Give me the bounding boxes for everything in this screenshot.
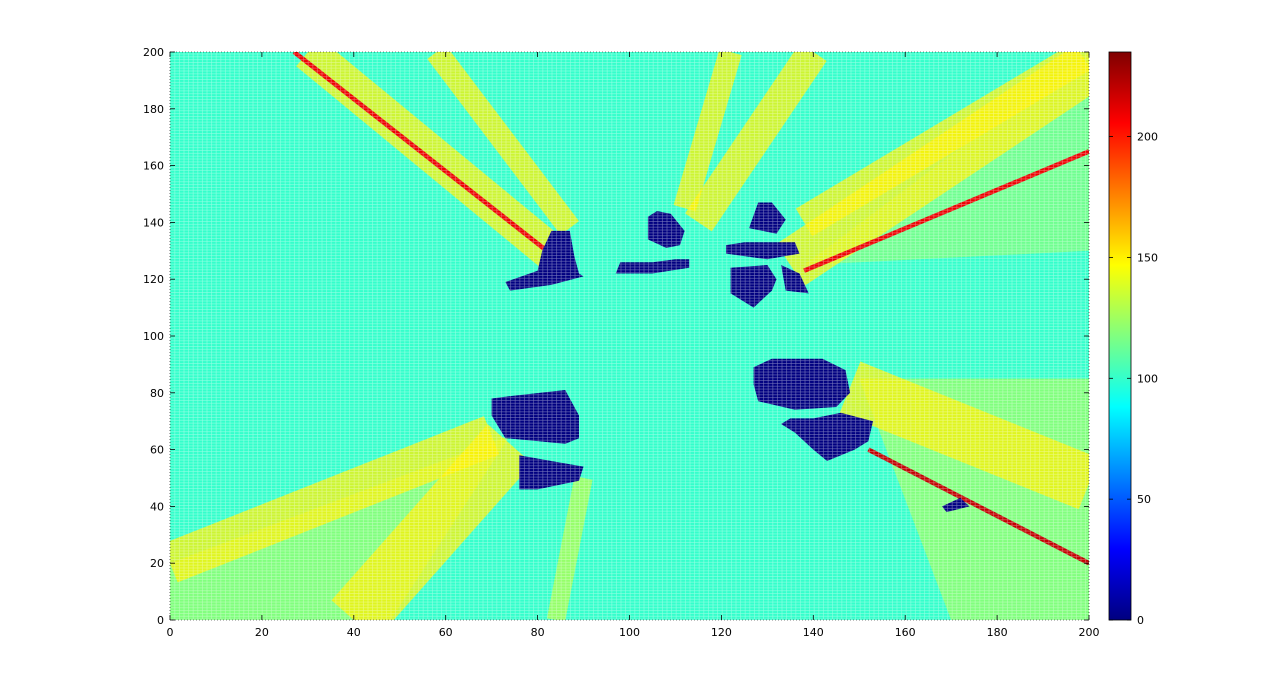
- x-tick-label: 140: [803, 626, 824, 639]
- x-tick-label: 80: [531, 626, 545, 639]
- y-tick-label: 80: [150, 387, 164, 400]
- heatmap-plot-area: [170, 52, 1089, 620]
- x-tick-label: 20: [255, 626, 269, 639]
- y-tick-label: 180: [143, 103, 164, 116]
- colorbar-tick-label: 200: [1137, 131, 1158, 144]
- y-tick-label: 20: [150, 557, 164, 570]
- colorbar-ticks: 0 50 100 150 200: [1109, 131, 1158, 627]
- x-tick-label: 60: [439, 626, 453, 639]
- colorbar-tick-label: 0: [1137, 614, 1144, 627]
- colorbar-tick-label: 100: [1137, 372, 1158, 385]
- y-tick-label: 120: [143, 273, 164, 286]
- y-tick-label: 200: [143, 46, 164, 59]
- colorbar-tick-label: 150: [1137, 251, 1158, 264]
- x-tick-label: 40: [347, 626, 361, 639]
- y-tick-label: 60: [150, 444, 164, 457]
- y-tick-label: 160: [143, 160, 164, 173]
- y-tick-label: 100: [143, 330, 164, 343]
- y-tick-label: 140: [143, 216, 164, 229]
- x-axis: 0 20 40 60 80 100 120 140 160 180 200: [167, 52, 1100, 639]
- x-tick-label: 120: [711, 626, 732, 639]
- colorbar-tick-label: 50: [1137, 493, 1151, 506]
- y-axis: 0 20 40 60 80 100 120 140 160 180 200: [143, 46, 1089, 627]
- x-tick-label: 200: [1079, 626, 1100, 639]
- x-tick-label: 0: [167, 626, 174, 639]
- x-tick-label: 160: [895, 626, 916, 639]
- colorbar: 0 50 100 150 200: [1108, 51, 1158, 627]
- y-tick-label: 40: [150, 500, 164, 513]
- colorbar-gradient: [1108, 51, 1132, 621]
- y-tick-label: 0: [157, 614, 164, 627]
- x-tick-label: 100: [619, 626, 640, 639]
- heatmap-cell-grid: [170, 52, 1089, 620]
- x-tick-label: 180: [987, 626, 1008, 639]
